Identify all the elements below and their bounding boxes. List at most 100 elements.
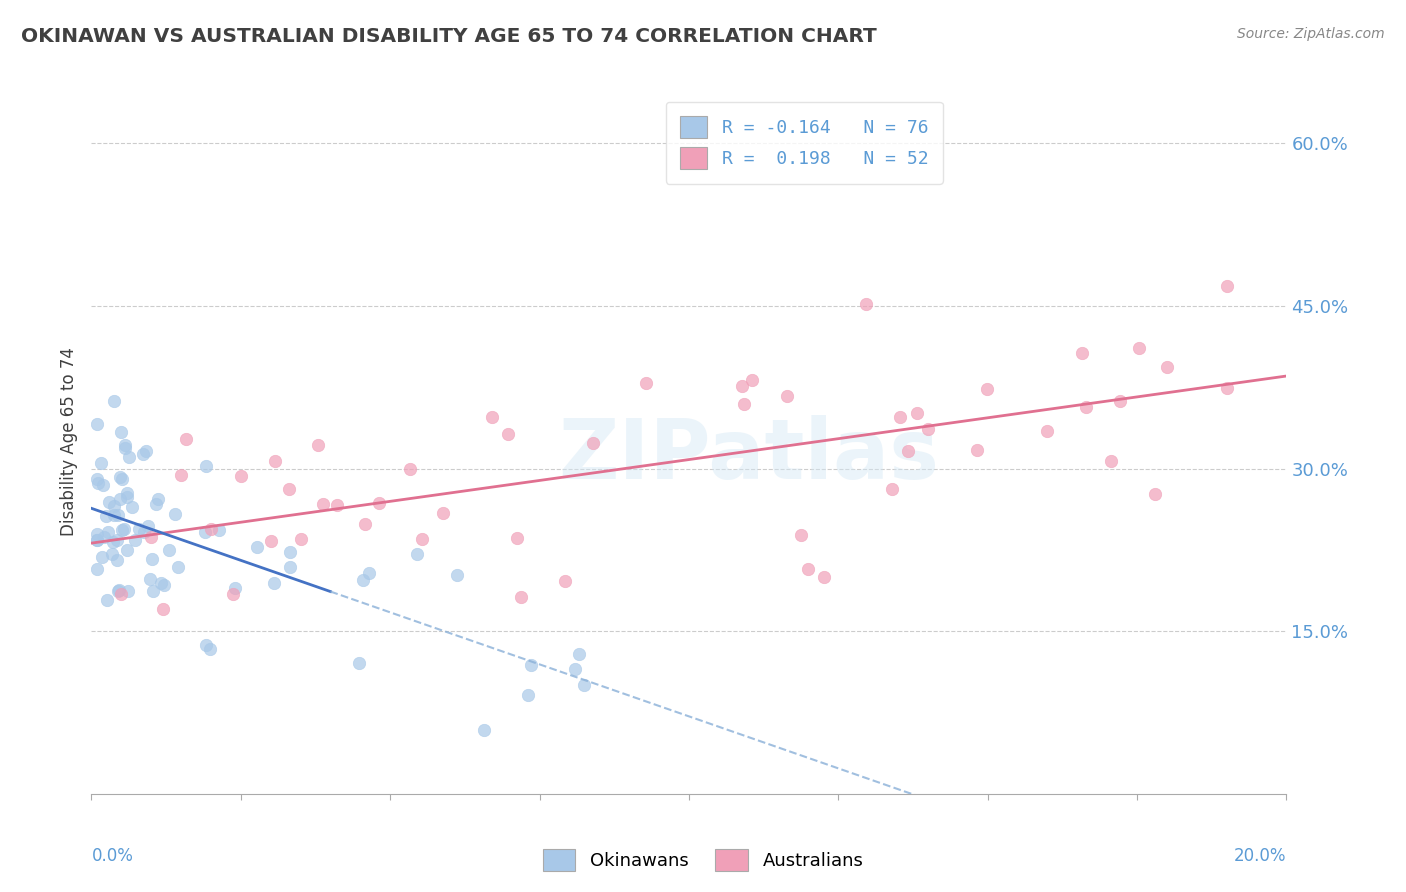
- Point: [208, 523, 231, 537]
- Point: [357, 566, 380, 580]
- Point: [582, 436, 605, 450]
- Point: [200, 522, 222, 536]
- Point: [278, 545, 301, 559]
- Point: [472, 723, 495, 737]
- Point: [163, 507, 186, 521]
- Point: [110, 491, 132, 506]
- Point: [141, 530, 163, 544]
- Point: [277, 482, 299, 496]
- Legend: Okinawans, Australians: Okinawans, Australians: [536, 842, 870, 879]
- Point: [152, 602, 174, 616]
- Point: [326, 498, 349, 512]
- Point: [353, 517, 375, 532]
- Point: [170, 467, 193, 482]
- Text: Source: ZipAtlas.com: Source: ZipAtlas.com: [1237, 27, 1385, 41]
- Point: [229, 468, 252, 483]
- Point: [115, 543, 138, 558]
- Point: [889, 410, 911, 425]
- Point: [117, 584, 139, 599]
- Point: [98, 495, 121, 509]
- Legend: R = -0.164   N = 76, R =  0.198   N = 52: R = -0.164 N = 76, R = 0.198 N = 52: [666, 102, 943, 184]
- Point: [121, 500, 143, 515]
- Point: [101, 547, 124, 561]
- Point: [195, 638, 218, 652]
- Point: [510, 590, 533, 604]
- Point: [124, 533, 146, 547]
- Point: [86, 527, 108, 541]
- Point: [1109, 394, 1132, 409]
- Point: [776, 389, 799, 403]
- Point: [135, 443, 157, 458]
- Point: [138, 519, 160, 533]
- Point: [86, 472, 108, 486]
- Point: [1071, 345, 1094, 359]
- Point: [307, 438, 329, 452]
- Point: [733, 397, 755, 411]
- Point: [90, 456, 112, 470]
- Point: [111, 472, 134, 486]
- Point: [194, 524, 217, 539]
- Point: [93, 530, 115, 544]
- Point: [86, 533, 108, 547]
- Point: [107, 584, 129, 599]
- Point: [108, 470, 131, 484]
- Point: [118, 450, 141, 465]
- Point: [141, 551, 163, 566]
- Point: [110, 523, 132, 537]
- Point: [432, 507, 454, 521]
- Point: [134, 525, 156, 540]
- Point: [86, 417, 108, 432]
- Point: [568, 648, 591, 662]
- Point: [108, 582, 131, 597]
- Point: [731, 379, 754, 393]
- Point: [110, 425, 132, 440]
- Point: [101, 535, 124, 549]
- Point: [115, 491, 138, 505]
- Point: [245, 540, 267, 554]
- Point: [790, 527, 813, 541]
- Text: ZIPatlas: ZIPatlas: [558, 415, 939, 496]
- Text: 20.0%: 20.0%: [1234, 847, 1286, 864]
- Point: [1099, 453, 1122, 467]
- Point: [917, 422, 939, 436]
- Point: [195, 458, 218, 473]
- Point: [520, 658, 543, 673]
- Point: [813, 569, 835, 583]
- Point: [905, 406, 928, 420]
- Point: [1216, 381, 1239, 395]
- Point: [103, 508, 125, 522]
- Point: [114, 438, 136, 452]
- Point: [634, 376, 657, 391]
- Text: OKINAWAN VS AUSTRALIAN DISABILITY AGE 65 TO 74 CORRELATION CHART: OKINAWAN VS AUSTRALIAN DISABILITY AGE 65…: [21, 27, 877, 45]
- Point: [96, 508, 118, 523]
- Point: [105, 552, 128, 566]
- Point: [1156, 360, 1178, 375]
- Point: [347, 656, 370, 670]
- Point: [1074, 400, 1097, 414]
- Point: [150, 576, 173, 591]
- Point: [105, 533, 128, 547]
- Point: [796, 562, 818, 576]
- Point: [112, 522, 135, 536]
- Point: [855, 297, 877, 311]
- Point: [411, 533, 433, 547]
- Point: [107, 508, 129, 522]
- Point: [103, 394, 125, 409]
- Point: [198, 642, 221, 657]
- Point: [128, 522, 150, 536]
- Point: [506, 531, 529, 545]
- Point: [572, 678, 595, 692]
- Point: [87, 475, 110, 490]
- Point: [1036, 425, 1059, 439]
- Point: [880, 482, 903, 496]
- Point: [259, 533, 281, 548]
- Point: [311, 497, 333, 511]
- Point: [1128, 341, 1150, 355]
- Point: [1216, 279, 1239, 293]
- Point: [96, 592, 118, 607]
- Point: [167, 559, 190, 574]
- Text: 0.0%: 0.0%: [91, 847, 134, 864]
- Point: [86, 533, 108, 548]
- Point: [554, 574, 576, 588]
- Point: [157, 543, 180, 558]
